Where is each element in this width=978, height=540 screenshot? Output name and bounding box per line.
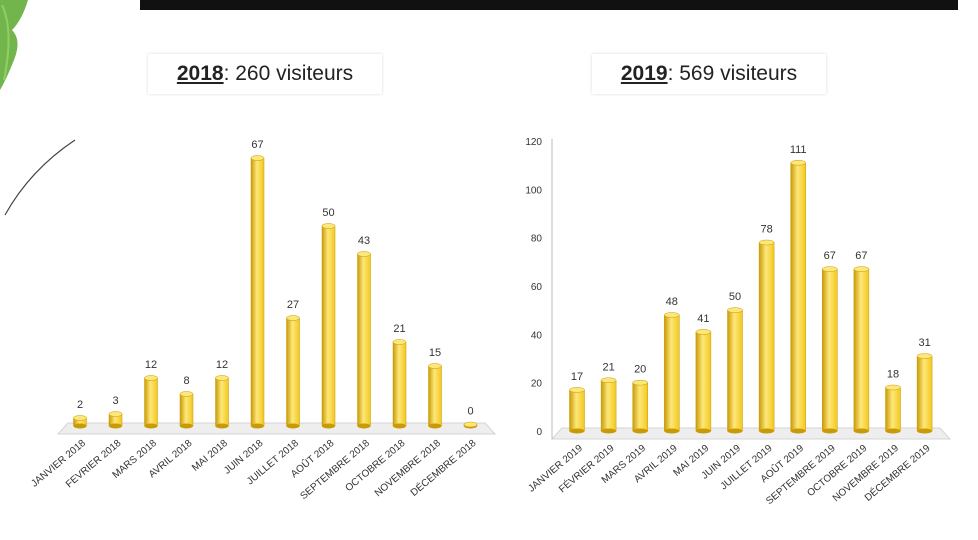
leaf-decoration-icon [0,0,28,90]
data-label: 41 [697,313,709,325]
bar [822,266,838,434]
bar [144,375,158,429]
bar [73,415,87,429]
data-label: 20 [634,364,646,376]
data-label: 18 [887,369,899,381]
y-tick-label: 40 [531,330,543,341]
y-tick-label: 0 [536,427,542,438]
y-tick-label: 120 [525,137,542,148]
data-label: 50 [729,291,741,303]
bar [664,312,680,434]
data-label: 48 [666,296,678,308]
data-label: 2 [77,399,83,411]
bar [885,384,901,434]
data-label: 15 [429,347,441,359]
chart-title-2018: 2018 : 260 visiteurs [148,54,382,94]
bar [727,307,743,434]
data-label: 21 [393,323,405,335]
bar [695,329,712,434]
data-label: 27 [287,299,299,311]
bar [916,353,933,434]
y-tick-label: 80 [531,234,543,245]
bar [108,411,123,429]
bar [569,387,585,434]
data-label: 67 [855,250,867,262]
bar [428,363,442,429]
decorative-line [4,139,76,216]
data-label: 50 [322,207,334,219]
title-text: : 260 visiteurs [223,62,354,85]
bar [250,155,265,429]
data-label: 67 [251,139,263,151]
data-label: 17 [571,371,583,383]
bar [215,375,229,429]
data-label: 8 [183,375,189,387]
bar [853,266,870,434]
x-tick-label: FÉVRIER 2019 [556,441,617,495]
y-tick-label: 100 [525,185,542,196]
y-tick-label: 20 [531,379,543,390]
bar [321,223,336,429]
data-label: 3 [112,395,118,407]
title-year: 2018 [176,62,224,85]
bar [463,421,478,429]
data-label: 111 [790,144,807,156]
chart-floor [550,427,952,440]
header-bar [140,0,958,10]
bar [758,239,775,434]
data-label: 0 [467,406,473,418]
bar [179,391,194,429]
bar [632,379,648,434]
chart-floor [56,422,497,435]
title-text: : 569 visiteurs [667,62,798,85]
data-label: 43 [358,235,370,247]
title-year: 2019 [620,62,668,85]
data-label: 21 [602,361,614,373]
data-label: 78 [760,224,772,236]
data-label: 67 [824,250,836,262]
chart-title-2019: 2019 : 569 visiteurs [592,54,826,94]
bar [286,315,300,429]
bar [600,377,617,434]
data-label: 12 [145,359,157,371]
data-label: 12 [216,359,228,371]
bar [392,339,407,429]
bar [357,251,371,429]
y-tick-label: 60 [531,282,543,293]
data-label: 31 [918,337,930,349]
bar [790,160,806,434]
